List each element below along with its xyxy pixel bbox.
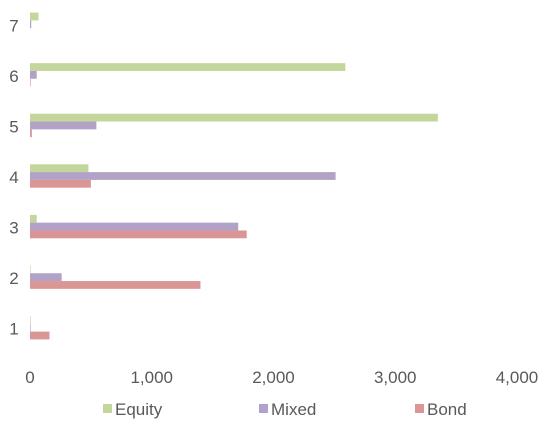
bar-equity-4 — [30, 164, 89, 173]
bar-mixed-7 — [30, 20, 32, 29]
x-tick-label: 0 — [25, 368, 34, 387]
bars — [30, 12, 438, 340]
bar-mixed-6 — [30, 70, 37, 79]
legend-label-equity: Equity — [115, 400, 163, 419]
legend-swatch-mixed — [259, 404, 268, 413]
bar-bond-6 — [30, 78, 31, 87]
x-axis: 0 1,000 2,000 3,000 4,000 — [25, 368, 538, 387]
x-tick-label: 2,000 — [252, 368, 295, 387]
bar-equity-6 — [30, 63, 346, 71]
bar-equity-1 — [30, 316, 31, 324]
legend-swatch-equity — [103, 404, 112, 413]
x-tick-label: 3,000 — [374, 368, 417, 387]
bar-bond-2 — [30, 281, 201, 289]
y-axis: 1 2 3 4 5 6 7 — [9, 16, 18, 338]
y-tick-label: 4 — [9, 168, 18, 187]
legend-swatch-bond — [415, 404, 424, 413]
bar-bond-4 — [30, 179, 91, 188]
bar-equity-7 — [30, 12, 39, 21]
bar-equity-3 — [30, 214, 37, 223]
legend: Equity Mixed Bond — [103, 400, 467, 419]
y-tick-label: 5 — [9, 117, 18, 136]
y-tick-label: 6 — [9, 67, 18, 86]
y-tick-label: 2 — [9, 269, 18, 288]
legend-label-bond: Bond — [427, 400, 467, 419]
bar-equity-5 — [30, 113, 438, 122]
bar-mixed-3 — [30, 222, 239, 231]
bar-mixed-1 — [30, 323, 31, 332]
y-tick-label: 1 — [9, 320, 18, 339]
bar-mixed-5 — [30, 121, 97, 130]
x-tick-label: 4,000 — [496, 368, 539, 387]
y-tick-label: 3 — [9, 219, 18, 238]
bar-bond-5 — [30, 129, 32, 138]
bar-bond-3 — [30, 230, 247, 239]
bar-mixed-2 — [30, 273, 62, 282]
y-tick-label: 7 — [9, 16, 18, 35]
bar-bond-1 — [30, 331, 50, 340]
bar-mixed-4 — [30, 172, 336, 180]
bar-equity-2 — [30, 265, 31, 274]
x-tick-label: 1,000 — [130, 368, 173, 387]
legend-label-mixed: Mixed — [271, 400, 316, 419]
